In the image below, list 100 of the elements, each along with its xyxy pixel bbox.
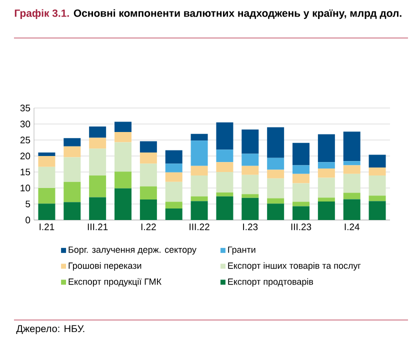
bar — [190, 176, 208, 196]
bar — [267, 204, 284, 220]
bar — [267, 198, 284, 204]
bar — [216, 196, 234, 220]
y-tick-label: 30 — [20, 120, 30, 128]
legend-label: Експорт інших товарів та послуг — [228, 262, 361, 271]
bar — [318, 134, 335, 162]
chart-title: Графік 3.1. — [14, 9, 69, 19]
bar — [89, 148, 106, 176]
bar — [165, 202, 182, 208]
bar — [165, 182, 182, 202]
bar — [165, 164, 182, 172]
chart-subtitle: Основні компоненти валютних надходжень у країну, млрд дол. — [74, 9, 402, 19]
x-tick-label: III.21 — [88, 224, 108, 230]
bar — [38, 152, 56, 156]
bar — [267, 158, 284, 170]
bar — [38, 156, 56, 167]
bar — [216, 162, 234, 172]
bar — [64, 182, 81, 202]
bar — [267, 127, 284, 158]
bar — [292, 142, 310, 166]
bar — [343, 174, 360, 193]
bar — [242, 198, 259, 220]
x-tick-label: III.22 — [190, 224, 210, 230]
bar — [318, 168, 335, 178]
bar — [318, 198, 335, 202]
bar — [242, 194, 259, 198]
bar — [89, 197, 106, 220]
bar — [64, 202, 81, 220]
legend-label: Борг. залучення держ. сектору — [68, 246, 196, 255]
bar — [267, 170, 284, 178]
bar — [343, 132, 360, 162]
bar — [190, 134, 208, 141]
bar — [114, 172, 132, 188]
bar — [343, 192, 360, 200]
bar — [38, 166, 56, 188]
x-tick-label: III.23 — [291, 224, 312, 230]
bar — [292, 174, 310, 184]
bar — [89, 176, 106, 198]
bar — [343, 199, 360, 220]
y-tick-label: 20 — [20, 152, 30, 160]
bar — [318, 178, 335, 198]
bar — [114, 122, 132, 132]
bar — [140, 200, 157, 220]
bar — [140, 152, 157, 164]
bar — [38, 188, 56, 204]
x-tick-label: I.22 — [141, 224, 156, 230]
text: Джерело: НБУ. — [16, 325, 84, 334]
x-tick-label: I.24 — [344, 224, 360, 230]
bar — [190, 166, 208, 176]
legend-label: Грошові перекази — [68, 262, 142, 271]
y-tick-label: 35 — [20, 104, 30, 112]
bar — [165, 150, 182, 164]
bar — [368, 168, 386, 176]
bar — [165, 208, 182, 220]
y-tick-label: 5 — [26, 200, 30, 208]
y-tick-label: 10 — [20, 184, 30, 192]
bar — [216, 192, 234, 196]
y-tick-label: 0 — [26, 216, 30, 224]
bar — [190, 140, 208, 166]
bar — [318, 162, 335, 168]
bar — [242, 174, 259, 194]
bar — [216, 172, 234, 192]
bar — [242, 129, 259, 154]
legend-label: Експорт продукції ГМК — [68, 278, 162, 287]
y-tick-label: 25 — [20, 136, 30, 144]
bar — [242, 166, 259, 175]
bar — [267, 178, 284, 198]
bar — [64, 146, 81, 158]
bar — [64, 157, 81, 182]
bar — [368, 201, 386, 220]
bar — [292, 183, 310, 202]
bar — [292, 206, 310, 220]
bar — [114, 132, 132, 142]
bar — [343, 161, 360, 166]
bar — [38, 204, 56, 220]
bar — [140, 141, 157, 152]
bar — [89, 126, 106, 138]
bar — [165, 172, 182, 182]
x-tick-label: I.23 — [243, 224, 258, 230]
bar — [368, 176, 386, 196]
legend-label: Експорт продтоварів — [228, 278, 314, 287]
bar — [292, 165, 310, 174]
bar — [64, 138, 81, 146]
bar — [343, 165, 360, 174]
bar — [140, 186, 157, 200]
bar — [368, 154, 386, 168]
bar — [216, 122, 234, 150]
bar — [216, 150, 234, 162]
legend-label: Гранти — [228, 246, 256, 255]
bar — [114, 188, 132, 220]
bar — [368, 196, 386, 202]
bar — [89, 138, 106, 149]
bar — [190, 201, 208, 220]
bar — [190, 196, 208, 202]
bar — [140, 164, 157, 186]
bar — [318, 201, 335, 220]
y-tick-label: 15 — [20, 168, 30, 176]
bar — [242, 154, 259, 166]
bar — [114, 142, 132, 172]
